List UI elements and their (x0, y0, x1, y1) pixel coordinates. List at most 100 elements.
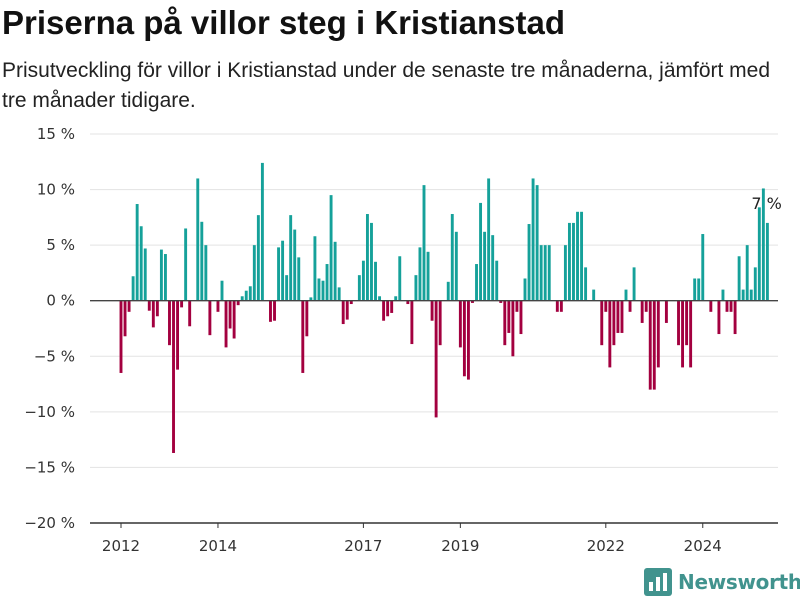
bar (555, 300, 559, 312)
y-tick-label: −15 % (24, 458, 75, 476)
bar (248, 286, 252, 301)
bar (677, 300, 680, 346)
bar (341, 300, 345, 325)
bar (260, 162, 264, 301)
bar (216, 300, 220, 312)
bar (757, 207, 761, 301)
bar (600, 300, 604, 346)
bar (628, 300, 632, 312)
bar (511, 300, 515, 357)
bar (709, 300, 713, 312)
bar (450, 214, 454, 301)
bar (632, 267, 636, 301)
bar (547, 245, 551, 301)
bar (572, 222, 575, 301)
bar (382, 300, 386, 321)
bar (414, 275, 418, 301)
bar (236, 300, 240, 306)
bar (640, 300, 644, 323)
bar (604, 300, 608, 312)
bar (535, 185, 539, 301)
bar (406, 300, 410, 305)
y-tick-label: −5 % (34, 347, 75, 365)
bar (749, 289, 753, 301)
bar (685, 300, 689, 346)
bar (333, 241, 337, 301)
bar (139, 226, 143, 301)
y-tick-label: −20 % (24, 514, 75, 532)
x-tick-label: 2024 (684, 537, 722, 555)
bar (559, 300, 563, 312)
bar (531, 178, 535, 301)
bar (244, 290, 248, 301)
newsworthy-logo-icon (644, 568, 672, 596)
bar (228, 300, 232, 329)
bar (277, 247, 281, 301)
x-tick-label: 2012 (102, 537, 140, 555)
bar (390, 300, 394, 313)
x-tick-label: 2019 (441, 537, 479, 555)
chart-title: Priserna på villor steg i Kristianstad (2, 4, 566, 41)
bar (309, 297, 313, 301)
bar (717, 300, 721, 335)
bar (325, 264, 329, 301)
y-tick-label: 5 % (46, 236, 75, 254)
bar (159, 249, 163, 301)
bar (163, 254, 167, 301)
bar (523, 278, 527, 301)
bar (394, 296, 398, 301)
x-tick-label: 2022 (587, 537, 625, 555)
bar (143, 248, 147, 301)
bar (256, 215, 260, 301)
bar (220, 280, 224, 301)
bar (252, 245, 256, 301)
bar (131, 276, 135, 301)
bar (361, 260, 365, 301)
bar (753, 267, 757, 301)
bar (737, 256, 741, 301)
bar (616, 300, 620, 333)
bar (458, 300, 462, 348)
bar (289, 215, 293, 301)
bar (418, 247, 422, 301)
bar (430, 300, 434, 321)
bar (313, 236, 317, 301)
bar (741, 289, 745, 301)
bar (438, 300, 442, 346)
bar (410, 300, 414, 345)
bar (301, 300, 305, 373)
bar (135, 204, 139, 301)
bar (378, 296, 382, 301)
bar (620, 300, 624, 333)
bar (543, 245, 547, 301)
bar (434, 300, 438, 418)
bar (491, 235, 495, 301)
bar (721, 289, 725, 301)
bar (281, 240, 285, 301)
bar (119, 300, 123, 373)
axes (90, 300, 778, 528)
bar (644, 300, 648, 312)
bar (664, 300, 668, 323)
y-tick-label: −10 % (24, 403, 75, 421)
bar (475, 264, 478, 301)
bar (519, 300, 523, 335)
bar (608, 300, 612, 368)
bar (765, 222, 769, 301)
bar (398, 256, 402, 301)
bar (172, 300, 175, 453)
bar (305, 300, 309, 337)
bars (119, 162, 769, 453)
bar (232, 300, 236, 339)
bar (580, 211, 584, 301)
bar (527, 224, 531, 301)
bar (761, 188, 765, 301)
bar (612, 300, 616, 346)
bar (297, 257, 301, 301)
bar (471, 300, 474, 303)
bar (151, 300, 155, 328)
bar (176, 300, 180, 370)
bar (321, 280, 325, 301)
bar (652, 300, 656, 390)
